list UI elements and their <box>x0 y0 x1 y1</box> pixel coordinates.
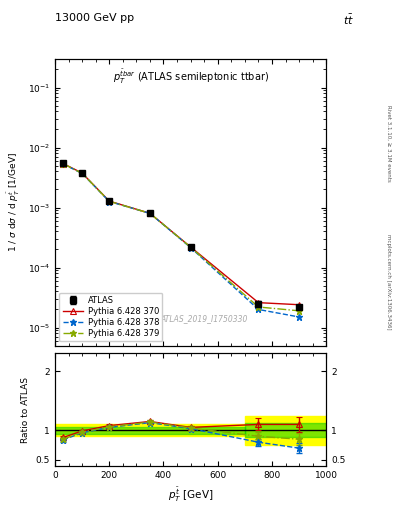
Text: 13000 GeV pp: 13000 GeV pp <box>55 13 134 23</box>
Text: mcplots.cern.ch [arXiv:1306.3436]: mcplots.cern.ch [arXiv:1306.3436] <box>386 234 391 329</box>
Bar <box>245 423 326 437</box>
Bar <box>245 416 326 445</box>
Text: ATLAS_2019_I1750330: ATLAS_2019_I1750330 <box>160 314 248 323</box>
Bar <box>55 424 245 436</box>
Y-axis label: 1 / $\sigma$ d$\sigma$ / d $p_T^{\bar{t}}$ [1/GeV]: 1 / $\sigma$ d$\sigma$ / d $p_T^{\bar{t}… <box>6 152 22 252</box>
Y-axis label: Ratio to ATLAS: Ratio to ATLAS <box>21 377 30 442</box>
Legend: ATLAS, Pythia 6.428 370, Pythia 6.428 378, Pythia 6.428 379: ATLAS, Pythia 6.428 370, Pythia 6.428 37… <box>59 292 162 342</box>
Text: Rivet 3.1.10, ≥ 3.1M events: Rivet 3.1.10, ≥ 3.1M events <box>386 105 391 182</box>
Text: $t\bar{t}$: $t\bar{t}$ <box>343 13 354 27</box>
Text: $p_T^{\bar{t}bar}$ (ATLAS semileptonic ttbar): $p_T^{\bar{t}bar}$ (ATLAS semileptonic t… <box>113 68 268 86</box>
X-axis label: $p_T^{\bar{t}}$ [GeV]: $p_T^{\bar{t}}$ [GeV] <box>168 485 213 504</box>
Bar <box>55 427 245 434</box>
